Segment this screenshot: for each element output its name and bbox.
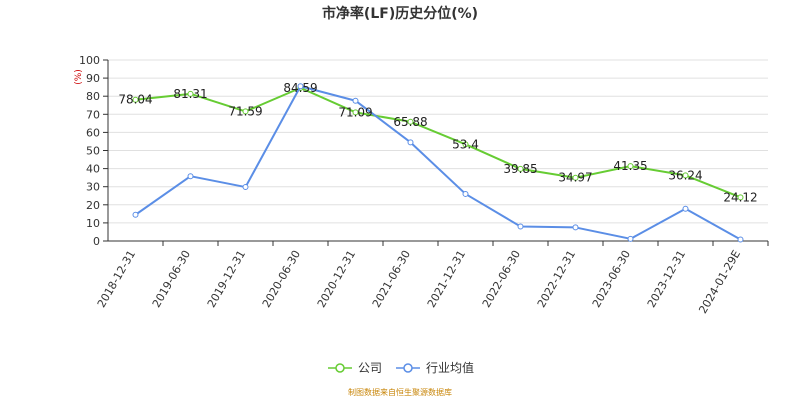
y-tick-label: 50 [86, 145, 100, 158]
x-tick-label: 2024-01-29E [696, 248, 743, 316]
y-tick-label: 20 [86, 199, 100, 212]
legend-item-company[interactable]: 公司 [328, 361, 382, 375]
data-point [682, 172, 689, 179]
series-line-1 [134, 85, 741, 241]
y-tick-label: 90 [86, 72, 100, 85]
series-lines [132, 83, 744, 243]
data-point [682, 205, 689, 212]
data-point [187, 90, 194, 97]
y-tick-label: 100 [79, 54, 100, 67]
data-labels: 78.04 81.31 71.59 84.59 71.09 65.88 53.4 39.85 3… [118, 81, 757, 204]
data-point [462, 141, 469, 148]
y-tick-label: 30 [86, 181, 100, 194]
x-tick-label: 2023-12-31 [645, 248, 688, 310]
data-label: 24.12 [723, 190, 757, 204]
x-tick-label: 2021-06-30 [370, 248, 413, 310]
data-label: 78.04 [118, 93, 152, 107]
data-point [242, 108, 249, 115]
data-label: 65.88 [393, 115, 427, 129]
x-tick-label: 2018-12-31 [95, 248, 138, 310]
y-axis-unit: (%) [74, 69, 84, 85]
data-point [352, 97, 359, 104]
data-point [572, 224, 579, 231]
data-label: 39.85 [503, 162, 537, 176]
data-point [297, 83, 304, 90]
x-tick-label: 2020-06-30 [260, 248, 303, 310]
data-point [352, 109, 359, 116]
data-point [242, 184, 249, 191]
legend-company-label: 公司 [358, 361, 382, 375]
y-tick-label: 60 [86, 126, 100, 139]
data-label: 36.24 [668, 168, 702, 182]
data-point [407, 118, 414, 125]
x-tick-label: 2022-12-31 [535, 248, 578, 310]
x-tick-label: 2020-12-31 [315, 248, 358, 310]
data-label: 84.59 [283, 81, 317, 95]
data-label: 71.09 [338, 105, 372, 119]
data-point [132, 96, 139, 103]
data-label: 71.59 [228, 104, 262, 118]
y-tick-label: 40 [86, 163, 100, 176]
legend-industry-marker [403, 363, 413, 373]
y-tick-labels: 0 10 20 30 40 50 60 70 80 90 100 [79, 54, 100, 248]
x-tick-label: 2019-06-30 [150, 248, 193, 310]
series-line-0 [135, 86, 741, 199]
x-tick-label: 2022-06-30 [480, 248, 523, 310]
data-point [132, 211, 139, 218]
chart-title: 市净率(LF)历史分位(%) [322, 5, 478, 22]
x-tick-labels: 2018-12-31 2019-06-30 2019-12-31 2020-06-30… [95, 248, 743, 316]
legend[interactable]: 公司 行业均值 [328, 360, 474, 375]
data-label: 41.35 [613, 159, 647, 173]
data-point [517, 223, 524, 230]
data-label: 81.31 [173, 87, 207, 101]
data-point [407, 139, 414, 146]
data-label: 34.97 [558, 171, 592, 185]
x-tick-label: 2019-12-31 [205, 248, 248, 310]
data-point [737, 236, 744, 243]
x-tick-label: 2023-06-30 [590, 248, 633, 310]
y-tick-label: 0 [93, 235, 100, 248]
axes [103, 59, 769, 246]
grid-lines [108, 59, 768, 224]
data-point [737, 194, 744, 201]
legend-industry-label: 行业均值 [426, 360, 474, 375]
data-point [187, 173, 194, 180]
data-point [462, 190, 469, 197]
y-tick-label: 80 [86, 90, 100, 103]
y-tick-label: 70 [86, 108, 100, 121]
data-point [627, 235, 634, 242]
x-tick-label: 2021-12-31 [425, 248, 468, 310]
data-point [517, 165, 524, 172]
data-label: 53.4 [452, 137, 479, 151]
data-source-note: 制图数据来自恒生聚源数据库 [348, 387, 452, 397]
data-point [627, 163, 634, 170]
legend-company-marker [335, 363, 345, 373]
data-point [572, 174, 579, 181]
legend-item-industry-average[interactable]: 行业均值 [396, 360, 474, 375]
y-tick-label: 10 [86, 217, 100, 230]
